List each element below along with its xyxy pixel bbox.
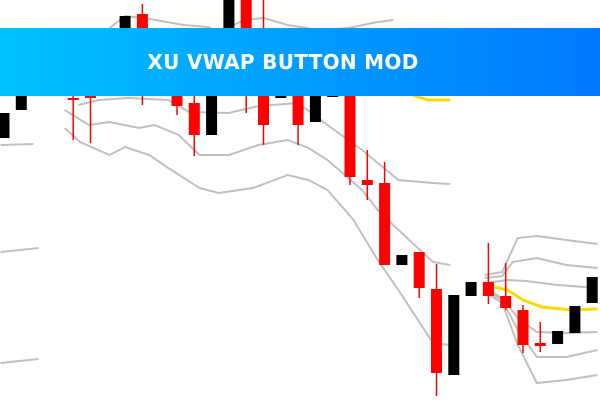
bear-candle [361, 180, 373, 185]
bull-candle [275, 95, 287, 98]
banner-title: XU VWAP BUTTON MOD [147, 50, 419, 74]
bull-candle [206, 95, 218, 135]
bull-candle [15, 95, 27, 110]
bull-candle [119, 16, 131, 28]
bull-candle [0, 113, 10, 138]
band-line [484, 291, 598, 385]
bull-candle [396, 255, 408, 265]
band-line [484, 256, 598, 279]
bull-candle [448, 295, 460, 375]
bull-candle [327, 95, 339, 97]
bear-candle [534, 343, 546, 346]
band-line [0, 247, 39, 253]
bear-candle [240, 0, 252, 28]
bear-candle [188, 103, 200, 135]
bull-candle [465, 282, 477, 296]
bear-candle [344, 95, 356, 177]
bear-candle [413, 252, 425, 288]
bear-candle [500, 296, 512, 308]
bear-candle [482, 282, 494, 296]
bear-candle [517, 310, 529, 345]
title-banner: XU VWAP BUTTON MOD [0, 28, 600, 96]
bull-candle [569, 306, 581, 333]
bear-candle [258, 95, 269, 125]
bear-candle [85, 95, 96, 98]
band-line [64, 109, 451, 266]
band-line [0, 358, 39, 364]
bear-candle [171, 95, 183, 106]
bear-candle [67, 98, 79, 100]
bull-candle [223, 0, 235, 28]
vwap-line [411, 93, 451, 102]
bull-candle [586, 277, 598, 303]
band-line [0, 143, 34, 146]
bear-candle [292, 95, 304, 125]
bear-candle [431, 289, 442, 373]
bear-candle [379, 183, 391, 265]
band-line [63, 127, 451, 346]
bull-candle [309, 95, 321, 122]
band-line [484, 278, 598, 289]
band-line [484, 234, 598, 276]
bull-candle [552, 331, 564, 344]
